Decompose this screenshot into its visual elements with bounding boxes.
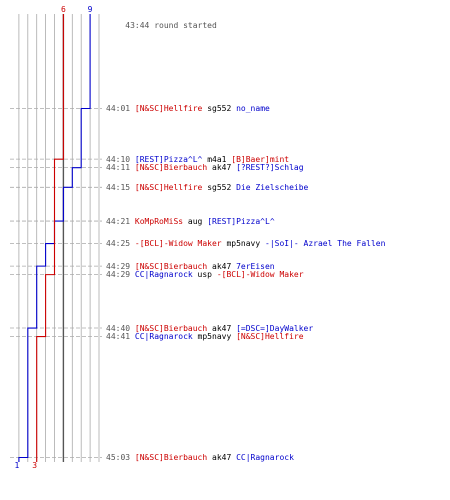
- weapon-name: ak47: [212, 261, 232, 271]
- killer-name: -[BCL]-Widow Maker: [134, 239, 222, 249]
- weapon-name: ak47: [212, 323, 232, 333]
- killer-name: [N&SC]Bierbauch: [134, 323, 208, 333]
- kill-event-row: 44:41 CC|Ragnarock mp5navy [N&SC]Hellfir…: [106, 332, 304, 341]
- weapon-name: m4a1: [207, 154, 227, 164]
- victim-name: -|SoI|- Azrael The Fallen: [265, 239, 386, 249]
- weapon-name: usp: [197, 270, 212, 280]
- event-time: 44:01: [106, 104, 131, 113]
- killer-name: [N&SC]Hellfire: [134, 104, 203, 113]
- event-time: 44:25: [106, 239, 131, 249]
- victim-name: [REST]Pizza^L^: [207, 216, 275, 226]
- killer-name: CC|Ragnarock: [134, 332, 193, 342]
- red-team-alive-line: [36, 14, 64, 462]
- weapon-name: mp5navy: [226, 239, 261, 249]
- killer-name: CC|Ragnarock: [134, 270, 193, 280]
- victim-name: [?REST?]Schlag: [236, 163, 304, 173]
- victim-name: Die Zielscheibe: [236, 182, 309, 192]
- killer-name: [N&SC]Hellfire: [134, 182, 203, 192]
- kill-event-row: 44:01 [N&SC]Hellfire sg552 no_name: [106, 104, 270, 113]
- event-time: 43:44: [125, 21, 150, 30]
- event-time: 44:15: [106, 182, 131, 192]
- round-start-entry: 43:44 round started: [106, 12, 217, 39]
- kill-event-row: 44:21 KoMpRoMiSs aug [REST]Pizza^L^: [106, 217, 275, 226]
- killer-name: [N&SC]Bierbauch: [134, 453, 208, 462]
- event-time: 44:29: [106, 270, 131, 280]
- red-end-count: 3: [32, 461, 37, 470]
- weapon-name: aug: [187, 216, 203, 226]
- event-time: 44:21: [106, 216, 131, 226]
- killer-name: KoMpRoMiSs: [134, 216, 184, 226]
- killer-name: [N&SC]Bierbauch: [134, 261, 208, 271]
- victim-name: [N&SC]Hellfire: [236, 332, 304, 342]
- killer-name: [N&SC]Bierbauch: [134, 163, 208, 173]
- killer-name: [REST]Pizza^L^: [134, 154, 203, 164]
- kill-event-row: 44:25 -[BCL]-Widow Maker mp5navy -|SoI|-…: [106, 239, 385, 248]
- event-time: 44:40: [106, 323, 131, 333]
- victim-name: 7erEisen: [236, 261, 275, 271]
- event-time: 44:11: [106, 163, 131, 173]
- blue-start-count: 9: [88, 5, 93, 14]
- weapon-name: ak47: [212, 163, 232, 173]
- weapon-name: ak47: [212, 453, 232, 462]
- kill-event-row: 44:11 [N&SC]Bierbauch ak47 [?REST?]Schla…: [106, 163, 304, 172]
- event-time: 44:41: [106, 332, 131, 342]
- kill-event-row: 44:15 [N&SC]Hellfire sg552 Die Zielschei…: [106, 183, 308, 192]
- event-time: 45:03: [106, 453, 131, 462]
- victim-name: CC|Ragnarock: [236, 453, 294, 462]
- weapon-name: sg552: [207, 104, 232, 113]
- weapon-name: mp5navy: [197, 332, 232, 342]
- red-start-count: 6: [61, 5, 66, 14]
- kill-event-row: 44:40 [N&SC]Bierbauch ak47 [=DSC=]DayWal…: [106, 324, 313, 333]
- event-time: 44:29: [106, 261, 131, 271]
- kill-event-row: 44:29 [N&SC]Bierbauch ak47 7erEisen: [106, 262, 275, 271]
- kill-event-row: 45:03 [N&SC]Bierbauch ak47 CC|Ragnarock: [106, 453, 294, 462]
- kill-event-row: 44:29 CC|Ragnarock usp -[BCL]-Widow Make…: [106, 270, 304, 279]
- event-time: 44:10: [106, 154, 131, 164]
- victim-name: no_name: [236, 104, 270, 113]
- weapon-name: sg552: [207, 182, 232, 192]
- round-start-text: round started: [154, 21, 217, 30]
- victim-name: [B]Baer]mint: [231, 154, 290, 164]
- victim-name: [=DSC=]DayWalker: [236, 323, 314, 333]
- victim-name: -[BCL]-Widow Maker: [216, 270, 304, 280]
- blue-end-count: 1: [14, 461, 19, 470]
- kill-event-row: 44:10 [REST]Pizza^L^ m4a1 [B]Baer]mint: [106, 155, 289, 164]
